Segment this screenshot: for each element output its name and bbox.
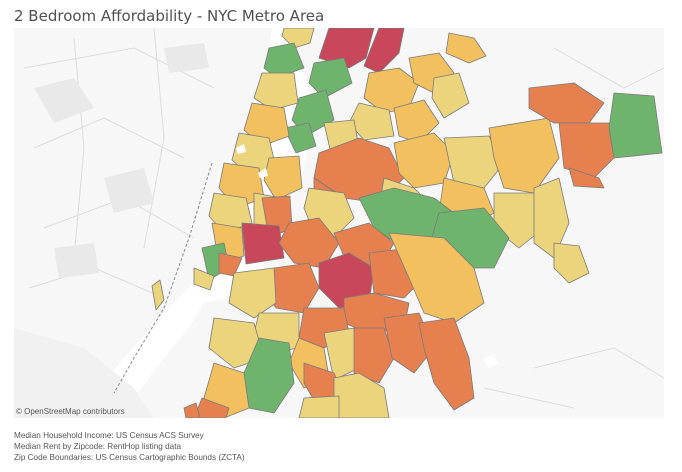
- zip-region[interactable]: [431, 72, 470, 119]
- page-title: 2 Bedroom Affordability - NYC Metro Area: [14, 7, 325, 25]
- zip-region[interactable]: [558, 122, 615, 179]
- nj-land-texture: [34, 43, 209, 278]
- park-water-features: [236, 144, 498, 368]
- zip-region[interactable]: [241, 222, 285, 265]
- zip-region[interactable]: [608, 92, 663, 159]
- road-network: [23, 28, 664, 409]
- zip-region[interactable]: [193, 267, 215, 291]
- source-boundaries: Zip Code Boundaries: US Census Cartograp…: [14, 453, 245, 462]
- zip-region[interactable]: [283, 122, 317, 154]
- data-sources: Median Household Income: US Census ACS S…: [14, 430, 245, 463]
- source-rent: Median Rent by Zipcode: RentHop listing …: [14, 442, 182, 451]
- zip-region[interactable]: [443, 135, 505, 189]
- zip-region[interactable]: [228, 267, 277, 319]
- zip-region[interactable]: [363, 28, 405, 74]
- map-attribution: © OpenStreetMap contributors: [16, 407, 125, 416]
- zip-region[interactable]: [318, 28, 375, 69]
- state-border-line: [113, 162, 213, 394]
- zip-region[interactable]: [151, 279, 165, 311]
- zip-region[interactable]: [418, 317, 475, 411]
- zip-region[interactable]: [393, 99, 440, 144]
- zip-region[interactable]: [243, 102, 290, 147]
- zip-region[interactable]: [533, 177, 570, 259]
- zip-region[interactable]: [183, 402, 201, 418]
- zip-region[interactable]: [568, 167, 605, 189]
- zip-region[interactable]: [281, 28, 315, 49]
- zip-region[interactable]: [445, 32, 487, 64]
- bay-area: [14, 328, 154, 418]
- zip-region[interactable]: [553, 242, 590, 284]
- zip-region[interactable]: [253, 72, 299, 111]
- map-canvas[interactable]: © OpenStreetMap contributors: [14, 28, 664, 418]
- zip-region[interactable]: [298, 395, 340, 418]
- zip-region[interactable]: [348, 102, 395, 141]
- zip-regions[interactable]: [151, 28, 663, 418]
- zip-region[interactable]: [388, 232, 485, 324]
- source-income: Median Household Income: US Census ACS S…: [14, 431, 204, 440]
- zip-region[interactable]: [308, 57, 353, 99]
- zip-region[interactable]: [353, 327, 395, 384]
- choropleth-map[interactable]: © OpenStreetMap contributors: [14, 28, 664, 418]
